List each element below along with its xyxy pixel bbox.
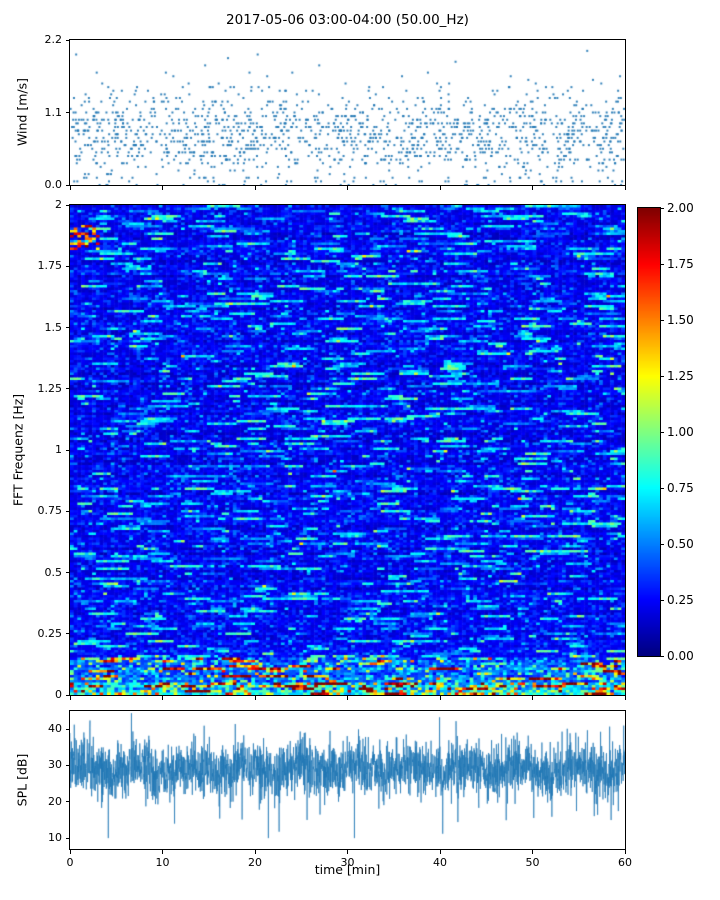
x-tick-mark <box>162 696 163 700</box>
colorbar-tick-label: 1.75 <box>667 257 694 271</box>
colorbar-tick-mark <box>661 319 664 321</box>
y-tick-mark <box>66 728 70 730</box>
y-tick-mark <box>66 510 70 512</box>
y-tick-mark <box>66 265 70 267</box>
x-tick-mark <box>624 696 626 700</box>
y-tick-label: 0.75 <box>37 504 63 518</box>
y-tick-mark <box>66 184 70 186</box>
x-tick-mark <box>439 186 441 190</box>
colorbar-tick-mark <box>661 655 664 657</box>
colorbar-tick-label: 0.50 <box>667 537 694 551</box>
colorbar-tick-mark <box>661 599 664 601</box>
x-tick-mark <box>532 186 533 190</box>
x-tick-mark <box>69 850 71 854</box>
y-tick-label: 0.0 <box>44 178 63 191</box>
fft-axes <box>69 204 626 696</box>
colorbar-tick-mark <box>661 431 664 433</box>
y-tick-mark <box>66 837 70 839</box>
y-tick-mark <box>66 112 70 113</box>
x-tick-mark <box>347 186 348 190</box>
x-tick-mark <box>439 850 441 854</box>
colorbar-tick-mark <box>661 207 664 209</box>
x-tick-mark <box>532 696 533 700</box>
colorbar-tick-label: 0.25 <box>667 593 694 607</box>
x-tick-mark <box>347 850 348 854</box>
y-tick-label: 20 <box>48 794 62 808</box>
y-tick-mark <box>66 633 70 635</box>
y-tick-label: 0.5 <box>44 565 63 579</box>
y-tick-mark <box>66 327 70 328</box>
colorbar-tick-label: 0.75 <box>667 481 694 495</box>
y-tick-mark <box>66 39 70 41</box>
x-tick-mark <box>69 696 71 700</box>
y-tick-mark <box>66 694 70 696</box>
y-tick-mark <box>66 764 70 766</box>
colorbar-tick-mark <box>661 263 664 265</box>
x-tick-mark <box>254 696 256 700</box>
colorbar-tick-mark <box>661 487 664 489</box>
x-tick-label: 10 <box>155 856 170 869</box>
colorbar-tick-mark <box>661 543 664 545</box>
y-tick-label: 1.75 <box>37 259 63 273</box>
y-tick-label: 2 <box>55 198 62 211</box>
y-tick-mark <box>66 572 70 573</box>
x-tick-mark <box>162 186 163 190</box>
colorbar-tick-label: 1.25 <box>667 369 694 383</box>
y-tick-label: 30 <box>48 758 62 772</box>
spl-line-canvas <box>70 711 625 849</box>
y-tick-label: 1.25 <box>37 381 63 395</box>
colorbar-tick-label: 1.50 <box>667 313 694 327</box>
x-tick-mark <box>439 696 441 700</box>
colorbar-tick-label: 2.00 <box>667 201 694 215</box>
wind-axes <box>69 39 626 186</box>
x-tick-label: 60 <box>618 856 632 869</box>
x-tick-mark <box>624 186 626 190</box>
fft-spectrogram-canvas <box>70 205 625 695</box>
y-tick-mark <box>66 449 70 451</box>
y-tick-label: 0.25 <box>37 626 63 640</box>
wind-scatter-canvas <box>70 40 625 185</box>
y-tick-label: 0 <box>55 688 62 701</box>
x-tick-mark <box>69 186 71 190</box>
y-tick-label: 40 <box>48 722 62 736</box>
x-tick-label: 40 <box>433 856 447 869</box>
colorbar-canvas <box>638 208 660 656</box>
x-tick-mark <box>254 850 256 854</box>
x-tick-label: 30 <box>340 856 355 869</box>
y-tick-label: 1.1 <box>44 105 63 119</box>
spl-axes <box>69 710 626 850</box>
x-tick-mark <box>624 850 626 854</box>
y-tick-mark <box>66 204 70 206</box>
colorbar-tick-label: 0.00 <box>667 649 694 663</box>
time-xlabel: time [min] <box>314 862 381 877</box>
colorbar <box>637 207 661 657</box>
x-tick-mark <box>162 850 163 854</box>
y-tick-label: 1.5 <box>44 320 63 334</box>
figure-title: 2017-05-06 03:00-04:00 (50.00_Hz) <box>226 12 469 28</box>
colorbar-tick-label: 1.00 <box>667 425 694 439</box>
y-tick-label: 1 <box>55 443 62 456</box>
y-tick-label: 10 <box>48 831 62 845</box>
y-tick-label: 2.2 <box>44 33 63 46</box>
colorbar-tick-mark <box>661 375 664 377</box>
y-tick-mark <box>66 801 70 803</box>
x-tick-mark <box>347 696 348 700</box>
x-tick-label: 50 <box>525 856 540 869</box>
x-tick-mark <box>254 186 256 190</box>
y-tick-mark <box>66 388 70 390</box>
x-tick-mark <box>532 850 533 854</box>
x-tick-label: 0 <box>66 856 74 869</box>
x-tick-label: 20 <box>248 856 262 869</box>
